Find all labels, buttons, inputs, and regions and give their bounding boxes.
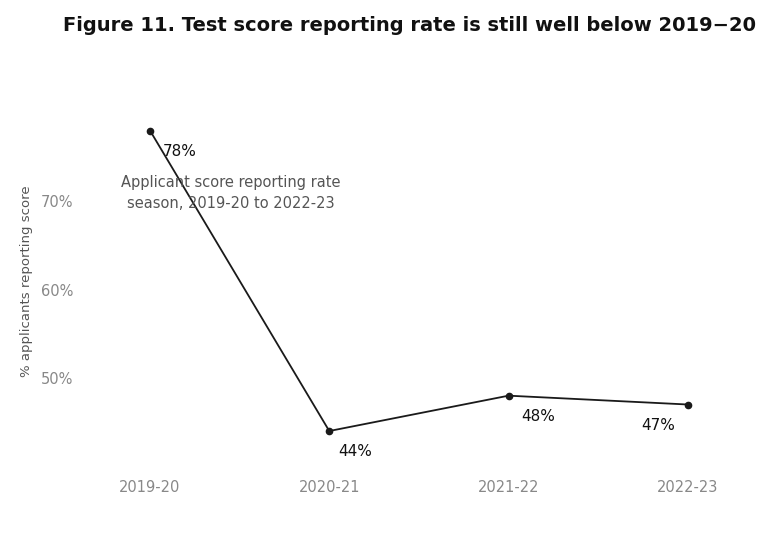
Text: 78%: 78% [163, 144, 197, 159]
Text: 48%: 48% [521, 409, 555, 424]
Text: Applicant score reporting rate
season, 2019-20 to 2022-23: Applicant score reporting rate season, 2… [121, 175, 341, 211]
Text: Figure 11. Test score reporting rate is still well below 2019−20: Figure 11. Test score reporting rate is … [63, 16, 756, 35]
Text: 47%: 47% [641, 418, 675, 433]
Y-axis label: % applicants reporting score: % applicants reporting score [20, 185, 33, 376]
Text: 44%: 44% [338, 444, 372, 460]
